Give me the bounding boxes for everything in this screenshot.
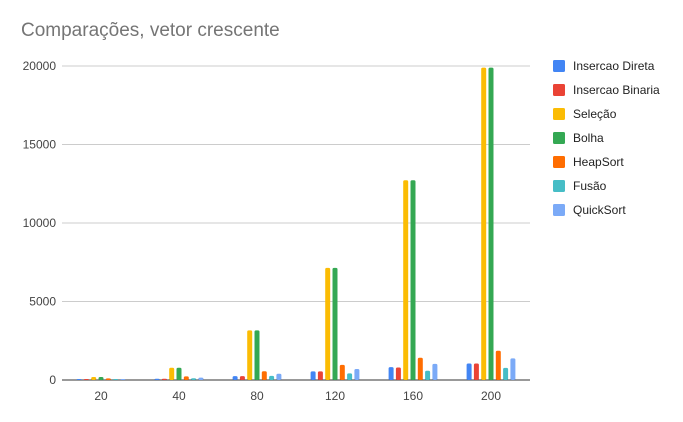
legend-label: Seleção [573, 107, 617, 121]
legend-label: Insercao Direta [573, 59, 655, 73]
x-axis-ticks: 20 40 80 120 160 200 [94, 389, 501, 403]
bar-fusão [347, 373, 353, 380]
bar-bolha [410, 180, 416, 380]
bar-heapsort [495, 350, 501, 380]
bar-quicksort [432, 363, 438, 380]
legend-swatch [553, 132, 565, 144]
bar-fusão [269, 375, 275, 380]
bar-insercao-direta [76, 379, 82, 380]
bar-quicksort [354, 369, 360, 380]
bar-insercao-direta [154, 378, 160, 380]
bar-insercao-binaria [83, 379, 89, 380]
bar-fusão [503, 367, 509, 380]
bar-fusão [113, 379, 119, 380]
y-axis-ticks: 0 5000 10000 15000 20000 [23, 59, 57, 387]
bar-seleção [481, 67, 487, 380]
bar-seleção [325, 267, 331, 380]
bar-insercao-direta [388, 367, 394, 380]
legend-label: HeapSort [573, 155, 624, 169]
bar-heapsort [339, 364, 345, 380]
y-tick-label: 10000 [23, 216, 57, 230]
bar-quicksort [510, 358, 516, 380]
y-tick-label: 0 [49, 373, 56, 387]
x-tick-label: 80 [250, 389, 264, 403]
legend-label: Fusão [573, 179, 607, 193]
legend-label: Bolha [573, 131, 604, 145]
legend-label: Insercao Binaria [573, 83, 660, 97]
bar-fusão [191, 378, 197, 380]
bar-quicksort [120, 379, 126, 380]
bar-insercao-binaria [473, 363, 479, 380]
legend-swatch [553, 180, 565, 192]
bar-heapsort [183, 376, 189, 380]
y-tick-label: 5000 [29, 295, 56, 309]
bar-insercao-binaria [395, 367, 401, 380]
bar-heapsort [261, 371, 267, 380]
chart-title: Comparações, vetor crescente [21, 20, 280, 41]
bars [76, 67, 516, 380]
bar-bolha [332, 267, 338, 380]
bar-insercao-binaria [161, 378, 167, 380]
bar-bolha [488, 67, 494, 380]
bar-fusão [425, 370, 431, 380]
legend-swatch [553, 156, 565, 168]
legend-swatch [553, 204, 565, 216]
x-tick-label: 120 [325, 389, 345, 403]
y-tick-label: 15000 [23, 138, 57, 152]
bar-insercao-direta [232, 376, 238, 380]
legend: Insercao Direta Insercao Binaria Seleção Bo… [553, 59, 660, 217]
legend-label: QuickSort [573, 203, 626, 217]
x-tick-label: 40 [172, 389, 186, 403]
bar-heapsort [105, 378, 111, 380]
bar-insercao-binaria [317, 371, 323, 380]
gridlines [62, 65, 530, 381]
x-tick-label: 20 [94, 389, 108, 403]
legend-swatch [553, 60, 565, 72]
y-tick-label: 20000 [23, 59, 57, 73]
x-tick-label: 200 [481, 389, 501, 403]
x-tick-label: 160 [403, 389, 423, 403]
bar-quicksort [276, 373, 282, 380]
legend-swatch [553, 108, 565, 120]
bar-insercao-direta [466, 363, 472, 380]
bar-bolha [98, 377, 104, 380]
bar-seleção [403, 180, 409, 380]
bar-seleção [91, 377, 97, 380]
bar-bolha [254, 330, 260, 380]
bar-heapsort [417, 357, 423, 380]
bar-quicksort [198, 377, 204, 380]
bar-seleção [247, 330, 253, 380]
bar-insercao-binaria [239, 376, 245, 380]
legend-swatch [553, 84, 565, 96]
bar-bolha [176, 367, 182, 380]
bar-insercao-direta [310, 371, 316, 380]
bar-seleção [169, 367, 175, 380]
